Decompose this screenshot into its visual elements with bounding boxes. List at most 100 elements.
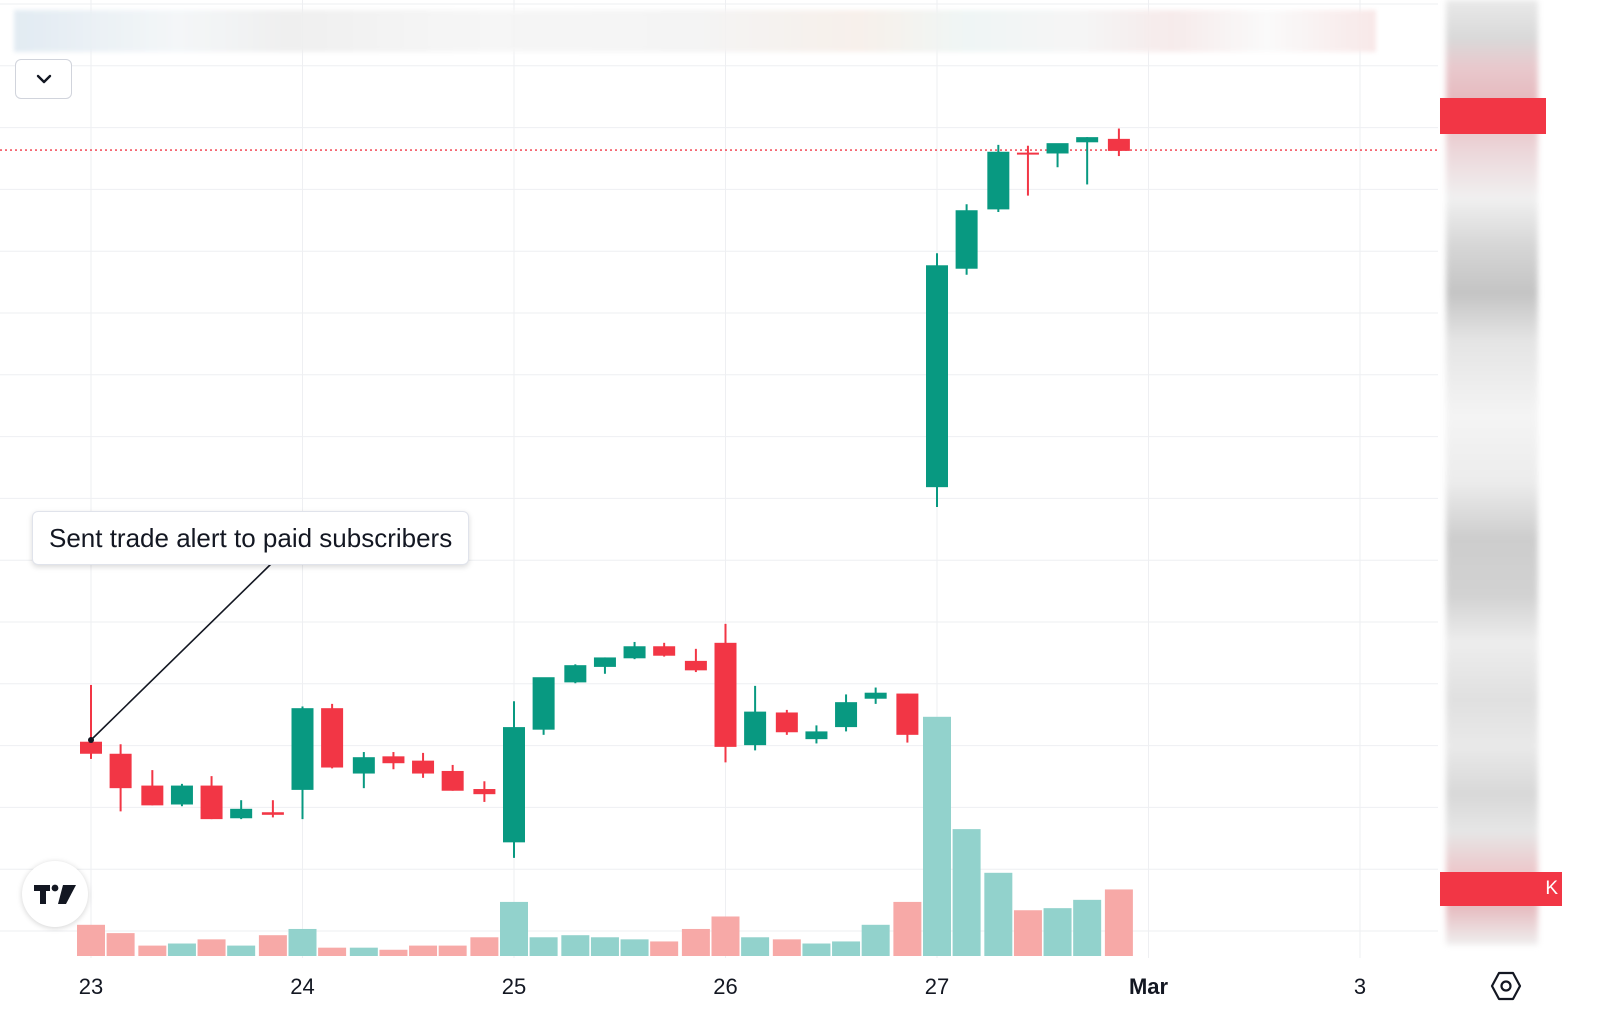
volume-bar — [681, 928, 710, 956]
volume-bar — [349, 947, 378, 956]
candle-body — [775, 712, 798, 733]
candle-up — [593, 657, 616, 674]
candle-down — [1016, 145, 1039, 196]
candle-body — [321, 708, 344, 768]
candle-up — [744, 685, 767, 751]
volume-bar — [711, 916, 740, 956]
volume-bar — [1013, 910, 1042, 956]
candle-body — [835, 702, 858, 728]
candle-down — [473, 781, 496, 802]
candle-body — [744, 711, 767, 746]
candle-down — [441, 764, 464, 791]
candle-down — [80, 684, 102, 759]
candle-body — [955, 210, 978, 269]
candle-body — [653, 646, 676, 656]
volume-bar — [650, 941, 679, 956]
annotation-anchor — [88, 737, 94, 743]
candle-body — [564, 665, 587, 683]
tradingview-logo[interactable] — [22, 861, 88, 927]
candle-up — [291, 706, 314, 820]
candle-body — [1046, 143, 1069, 154]
candle-down — [261, 800, 284, 818]
volume-bar — [1104, 889, 1133, 956]
volume-bar — [470, 937, 499, 956]
volume-bar — [379, 949, 408, 956]
candle-body — [1107, 138, 1130, 151]
volume-bar — [952, 829, 981, 956]
candle-down — [1107, 128, 1130, 157]
candle-body — [291, 708, 314, 790]
volume-bar — [288, 928, 317, 956]
x-axis: 23 24 25 26 27 Mar 3 — [79, 974, 1366, 999]
price-scale[interactable] — [1446, 0, 1538, 945]
candle-body — [441, 770, 464, 791]
collapse-menu-button[interactable] — [15, 59, 72, 99]
volume-bar — [832, 941, 861, 956]
candle-up — [805, 725, 828, 744]
candle-body — [1016, 152, 1039, 155]
x-tick-label: 25 — [502, 974, 526, 999]
volume-bar — [802, 943, 831, 956]
volume-bar — [227, 945, 256, 956]
x-tick-label: 26 — [713, 974, 737, 999]
volume-bar — [1073, 899, 1102, 956]
candle-down — [653, 642, 676, 657]
volume-bar — [77, 924, 105, 956]
candle-up — [564, 664, 587, 684]
volume-bars — [77, 716, 1133, 956]
candle-down — [775, 709, 798, 735]
volume-bar — [620, 939, 649, 956]
volume-bar — [561, 935, 590, 956]
candle-up — [230, 800, 253, 820]
candle-up — [503, 701, 525, 858]
candle-body — [1076, 137, 1099, 143]
candle-down — [382, 752, 405, 770]
candle-body — [141, 785, 164, 806]
candlestick-series — [80, 128, 1130, 858]
symbol-toolbar[interactable] — [14, 10, 1376, 52]
candle-body — [623, 646, 646, 659]
volume-bar — [861, 924, 890, 956]
candle-body — [896, 693, 919, 735]
candle-down — [684, 648, 707, 673]
volume-bar — [741, 937, 770, 956]
annotation-line — [90, 562, 273, 741]
candle-body — [593, 657, 616, 667]
volume-bar — [138, 945, 167, 956]
candle-body — [80, 741, 102, 754]
candle-down — [714, 623, 737, 763]
candle-body — [714, 642, 737, 747]
chevron-down-icon — [36, 74, 51, 84]
trade-alert-annotation[interactable]: Sent trade alert to paid subscribers — [32, 511, 470, 565]
x-tick-label: 23 — [79, 974, 103, 999]
volume-price-tag: K — [1440, 872, 1562, 906]
volume-bar — [167, 943, 196, 956]
volume-tag-suffix: K — [1545, 878, 1558, 899]
candle-body — [200, 785, 223, 820]
candle-down — [200, 776, 223, 820]
candle-down — [896, 693, 919, 743]
candle-body — [864, 692, 887, 699]
volume-bar — [923, 716, 951, 956]
x-tick-label: 27 — [925, 974, 949, 999]
x-tick-label: 24 — [290, 974, 314, 999]
annotation-text: Sent trade alert to paid subscribers — [49, 522, 453, 553]
volume-bar — [529, 937, 558, 956]
candle-up — [926, 253, 948, 507]
candle-body — [503, 727, 525, 843]
candle-body — [684, 660, 707, 671]
chart-settings-button[interactable] — [1486, 966, 1526, 1006]
candle-up — [352, 752, 375, 789]
candle-body — [926, 265, 948, 488]
volume-bar — [984, 872, 1013, 956]
candle-up — [1076, 137, 1099, 185]
candle-up — [835, 694, 858, 732]
volume-bar — [772, 939, 801, 956]
volume-bar — [106, 933, 135, 956]
candle-up — [955, 204, 978, 275]
candle-body — [170, 785, 193, 805]
volume-bar — [197, 939, 226, 956]
candle-body — [230, 808, 253, 819]
candle-up — [987, 144, 1010, 212]
